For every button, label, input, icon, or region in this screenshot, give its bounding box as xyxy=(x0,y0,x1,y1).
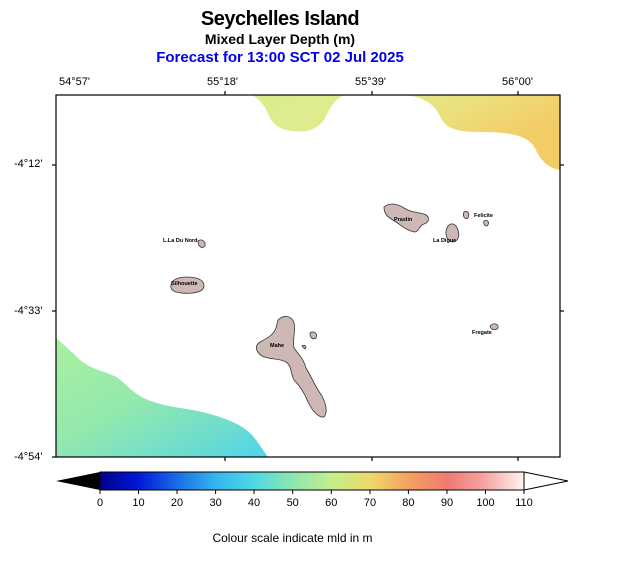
colorbar xyxy=(100,472,524,490)
colorbar-tick-40: 40 xyxy=(248,497,260,509)
map-title: Seychelles Island xyxy=(200,8,360,30)
lat-label-2: -4°33' xyxy=(14,305,43,317)
colorbar-tick-50: 50 xyxy=(287,497,299,509)
label-la-du-nord: L.La Du Nord xyxy=(163,238,198,244)
island-mahe xyxy=(256,316,327,418)
mld-field-southwest xyxy=(56,338,268,457)
mld-field-north xyxy=(56,95,560,170)
colorbar-tick-30: 30 xyxy=(209,497,221,509)
lon-label-3: 55°39' xyxy=(355,76,386,88)
colorbar-tick-100: 100 xyxy=(476,497,494,509)
colorbar-tick-10: 10 xyxy=(132,497,144,509)
island-mahe-islet-2 xyxy=(301,344,307,350)
colorbar-tick-110: 110 xyxy=(515,497,533,509)
lon-label-2: 55°18' xyxy=(207,76,238,88)
label-felicite: Felicite xyxy=(474,213,493,219)
colorbar-tick-70: 70 xyxy=(364,497,376,509)
map-ticks xyxy=(52,91,564,461)
label-praslin: Praslin xyxy=(394,217,413,223)
map-subtitle: Mixed Layer Depth (m) xyxy=(204,31,356,47)
label-la-digue: La Digue xyxy=(433,238,456,244)
lat-label-3: -4°54' xyxy=(14,451,43,463)
colorbar-high-arrow xyxy=(523,471,569,491)
colorbar-ticks xyxy=(99,490,525,494)
label-mahe: Mahe xyxy=(270,343,284,349)
island-north xyxy=(197,239,206,248)
label-silhouette: Silhouette xyxy=(171,281,198,287)
colorbar-tick-0: 0 xyxy=(97,497,103,509)
island-fregate xyxy=(489,323,499,331)
colorbar-caption: Colour scale indicate mld in m xyxy=(212,531,373,545)
island-felicite xyxy=(462,211,470,219)
lat-label-1: -4°12' xyxy=(14,158,43,170)
lon-label-4: 56°00' xyxy=(502,76,533,88)
colorbar-tick-90: 90 xyxy=(441,497,453,509)
label-fregate: Fregate xyxy=(472,330,492,336)
colorbar-tick-80: 80 xyxy=(402,497,414,509)
island-silhouette xyxy=(170,276,205,294)
island-cousin xyxy=(483,220,489,227)
island-praslin xyxy=(383,203,429,233)
colorbar-tick-60: 60 xyxy=(325,497,337,509)
colorbar-low-arrow xyxy=(56,472,100,490)
island-la-digue xyxy=(445,223,460,243)
colorbar-tick-20: 20 xyxy=(171,497,183,509)
lon-label-1: 54°57' xyxy=(59,76,90,88)
island-mahe-islet xyxy=(309,331,317,340)
map-frame xyxy=(55,94,561,458)
forecast-time: Forecast for 13:00 SCT 02 Jul 2025 xyxy=(156,49,404,66)
